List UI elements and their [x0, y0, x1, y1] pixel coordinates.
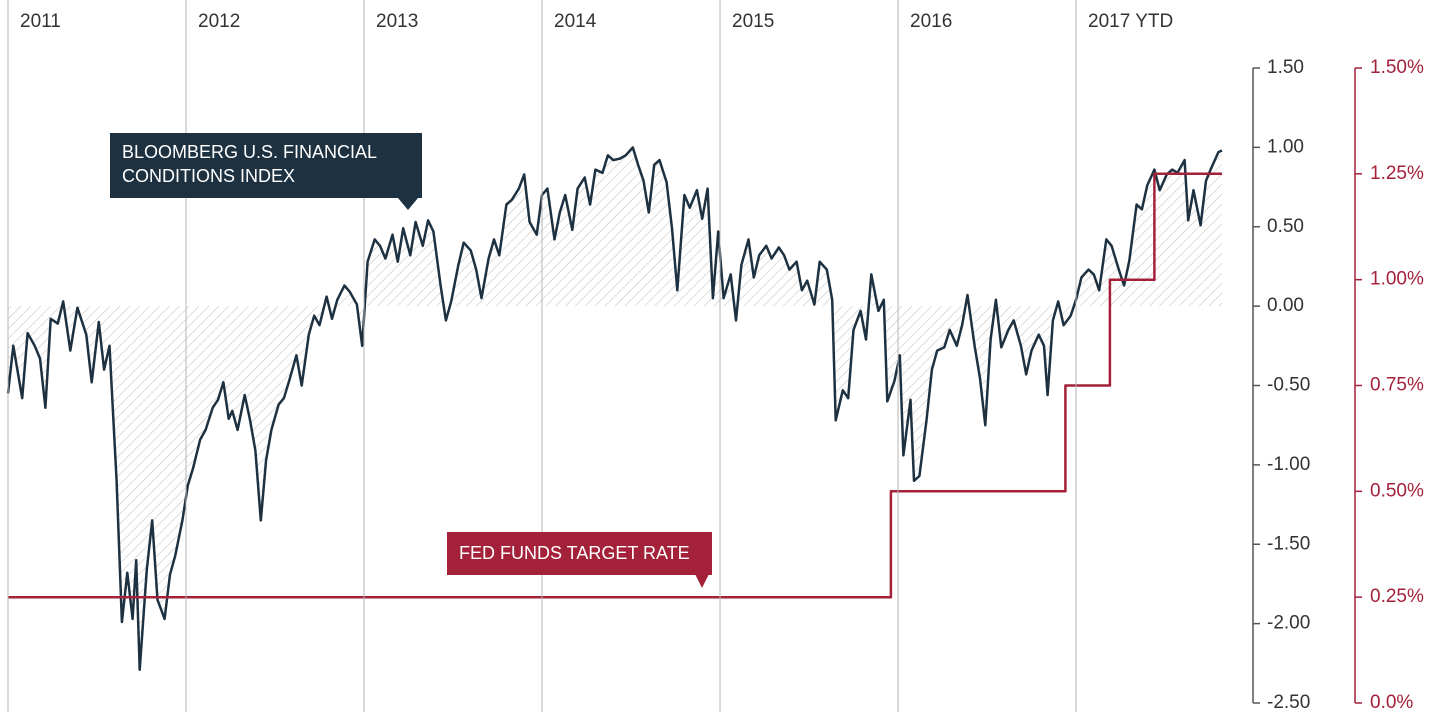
y-tick-label: 0.50 [1267, 216, 1304, 237]
x-tick-label: 2012 [198, 11, 240, 32]
y2-tick-label: 1.00% [1370, 269, 1424, 290]
y2-tick-label: 0.25% [1370, 586, 1424, 607]
y-tick-label: 1.50 [1267, 57, 1304, 78]
annotation-pointer [398, 198, 418, 210]
y-tick-label: 0.00 [1267, 295, 1304, 316]
x-tick-label: 2011 [20, 11, 61, 32]
y2-tick-label: 0.75% [1370, 375, 1424, 396]
series-line [8, 172, 1222, 599]
y2-tick-label: 1.50% [1370, 57, 1424, 78]
series-annotation: BLOOMBERG U.S. FINANCIAL CONDITIONS INDE… [110, 133, 422, 198]
y-tick-label: 1.00 [1267, 136, 1304, 157]
y-tick-label: -2.50 [1267, 692, 1310, 712]
x-tick-label: 2016 [910, 11, 952, 32]
y-tick-label: -2.00 [1267, 613, 1310, 634]
y-tick-label: -1.50 [1267, 533, 1310, 554]
y2-tick-label: 1.25% [1370, 163, 1424, 184]
x-tick-label: 2015 [732, 11, 774, 32]
x-tick-label: 2014 [554, 11, 597, 32]
hatched-area [8, 147, 1222, 670]
series-line [6, 146, 1223, 671]
x-tick-label: 2013 [376, 11, 418, 32]
series-annotation: FED FUNDS TARGET RATE [447, 532, 712, 575]
y-tick-label: -0.50 [1267, 375, 1310, 396]
y2-tick-label: 0.0% [1370, 692, 1413, 712]
y2-tick-label: 0.50% [1370, 480, 1424, 501]
y-tick-label: -1.00 [1267, 454, 1310, 475]
x-tick-label: 2017 YTD [1088, 11, 1173, 32]
